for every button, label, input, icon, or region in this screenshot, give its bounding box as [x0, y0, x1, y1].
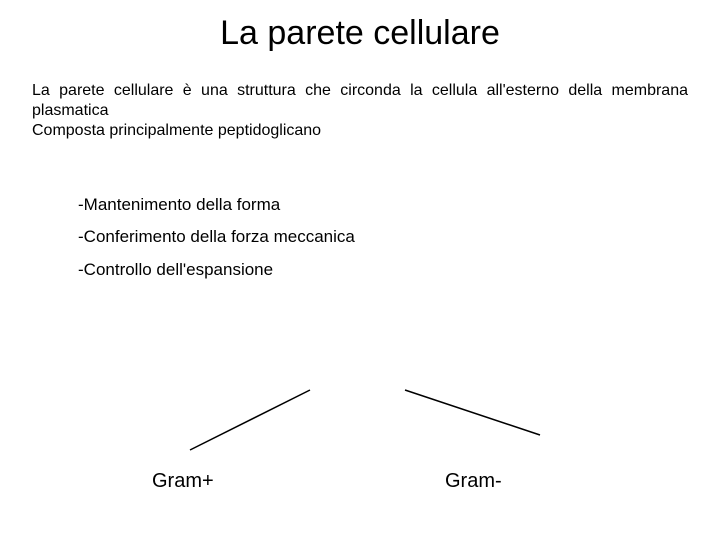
branch-diagram: Gram+ Gram-	[0, 370, 720, 520]
branch-line-right	[405, 390, 540, 435]
bullet-item: -Mantenimento della forma	[78, 189, 720, 221]
intro-line-1: La parete cellulare è una struttura che …	[32, 81, 688, 121]
branch-lines	[0, 370, 720, 520]
intro-block: La parete cellulare è una struttura che …	[0, 67, 720, 141]
page-title: La parete cellulare	[0, 0, 720, 67]
branch-label-left: Gram+	[152, 470, 214, 493]
bullet-item: -Controllo dell'espansione	[78, 254, 720, 286]
bullet-item: -Conferimento della forza meccanica	[78, 221, 720, 253]
branch-line-left	[190, 390, 310, 450]
bullet-list: -Mantenimento della forma -Conferimento …	[0, 141, 720, 286]
intro-line-2: Composta principalmente peptidoglicano	[32, 121, 688, 141]
branch-label-right: Gram-	[445, 470, 502, 493]
